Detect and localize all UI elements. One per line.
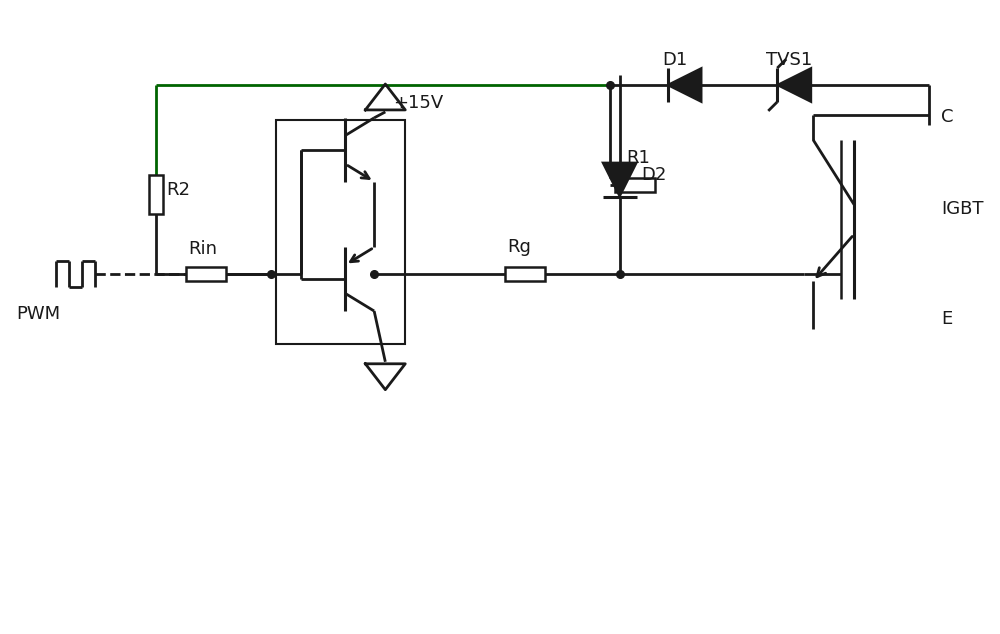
Polygon shape xyxy=(777,68,811,102)
Bar xyxy=(505,267,545,281)
Text: +15V: +15V xyxy=(393,94,444,112)
Text: D1: D1 xyxy=(663,51,688,69)
Text: R2: R2 xyxy=(166,181,190,198)
Text: Rin: Rin xyxy=(188,240,217,258)
Text: D2: D2 xyxy=(642,165,667,184)
Bar xyxy=(186,267,226,281)
Text: PWM: PWM xyxy=(16,305,60,323)
Text: IGBT: IGBT xyxy=(941,200,983,219)
Text: C: C xyxy=(941,108,953,126)
Text: Rg: Rg xyxy=(507,238,531,256)
Bar xyxy=(276,120,405,344)
Text: TVS1: TVS1 xyxy=(766,51,813,69)
Bar xyxy=(615,178,655,191)
Bar xyxy=(149,174,163,214)
Polygon shape xyxy=(668,68,701,102)
Text: E: E xyxy=(941,310,952,328)
Text: R1: R1 xyxy=(627,149,651,167)
Polygon shape xyxy=(603,163,637,197)
